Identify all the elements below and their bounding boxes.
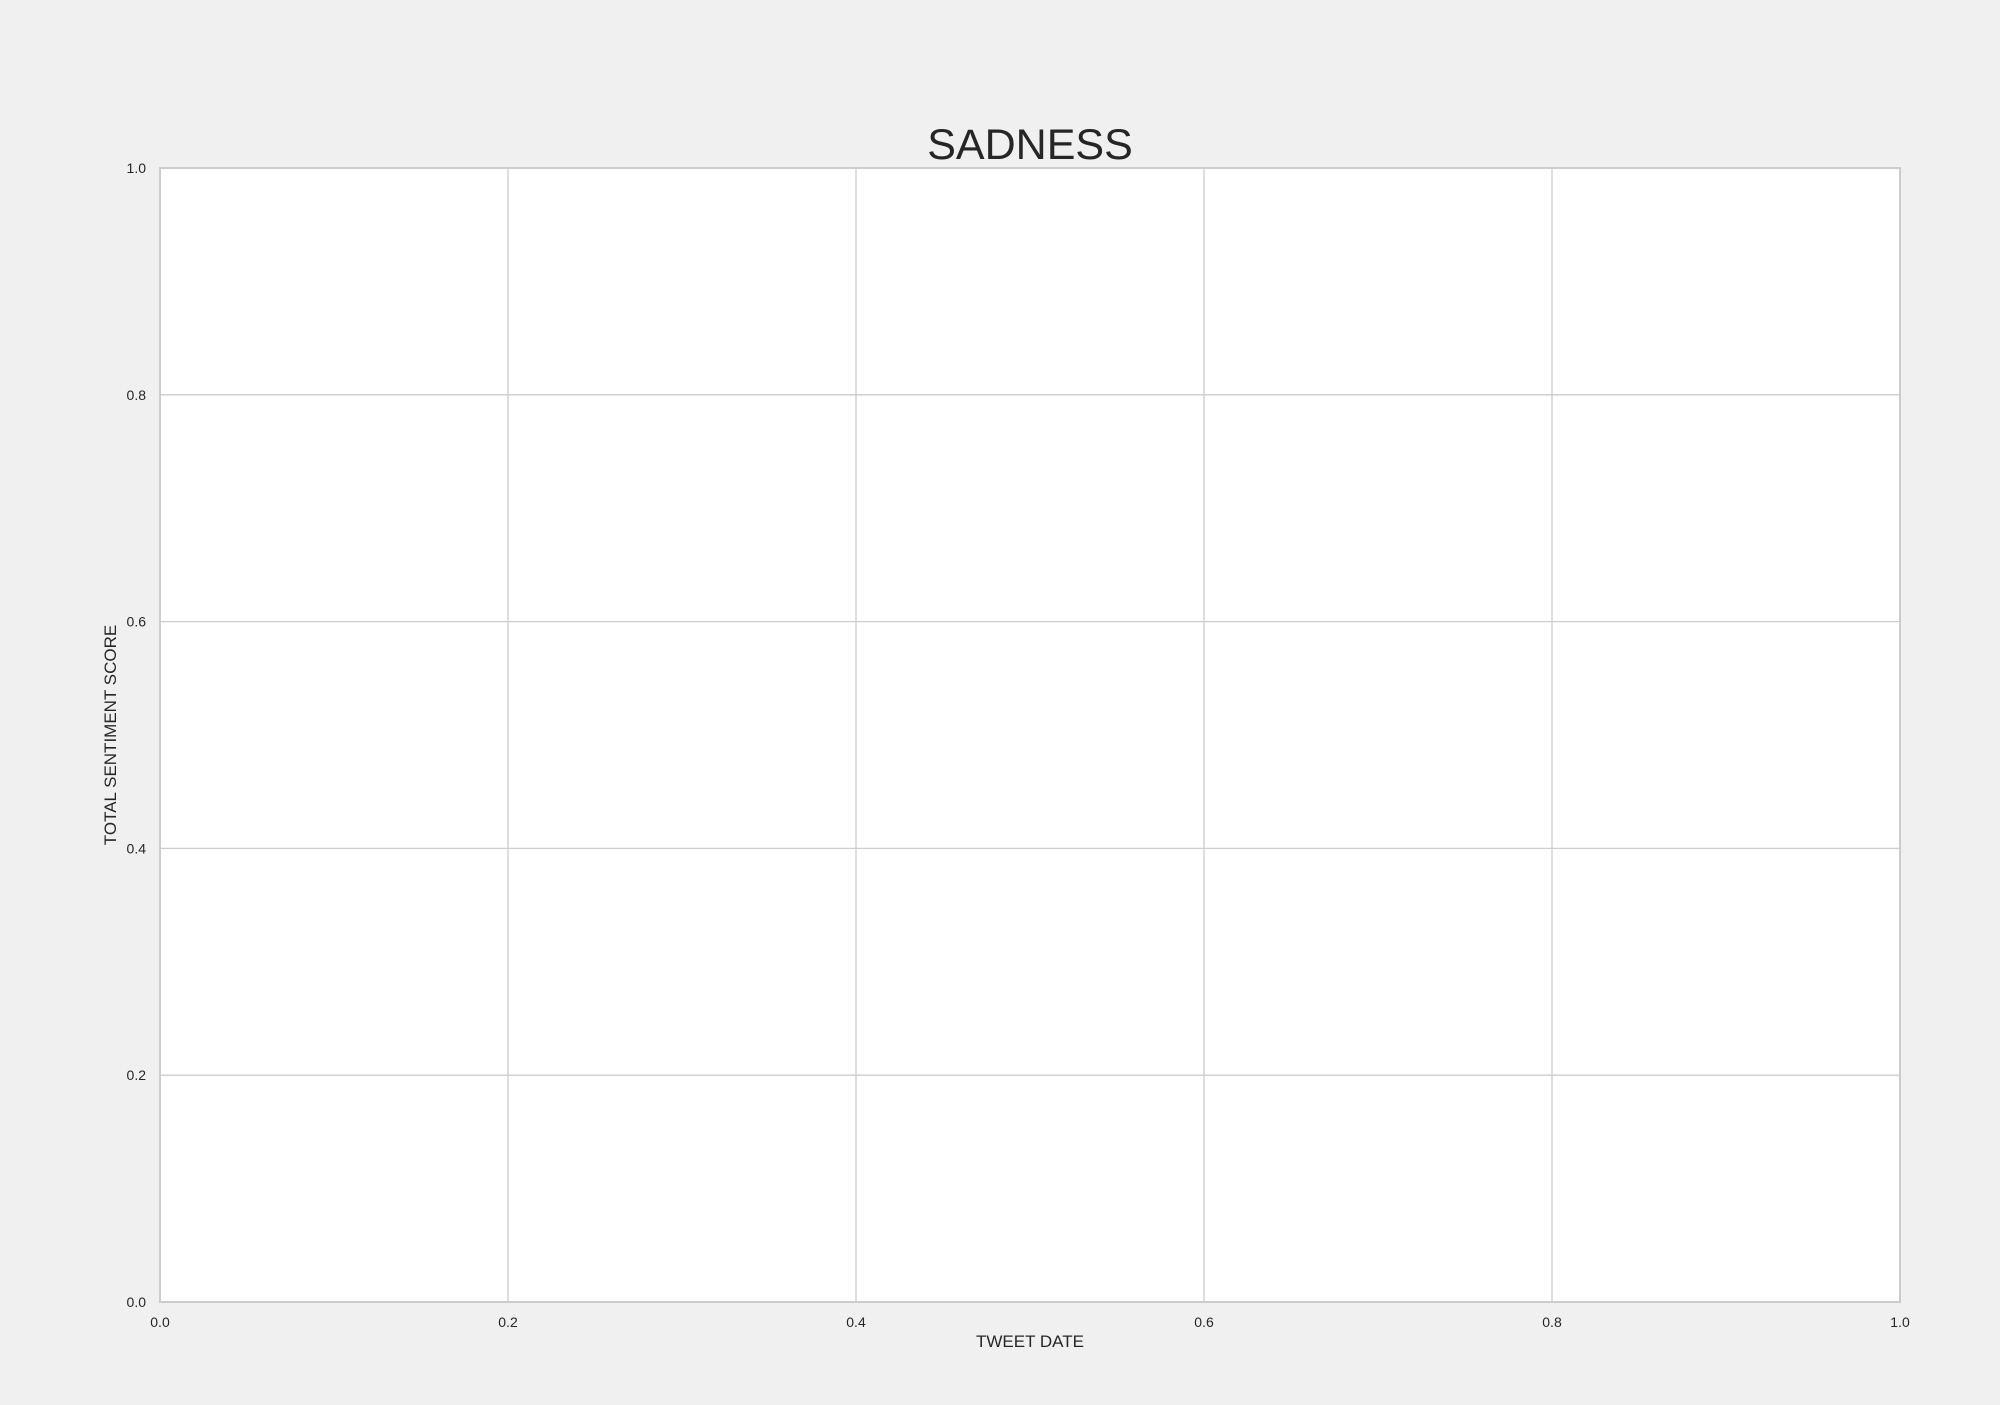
x-tick-label: 1.0 <box>1890 1314 1910 1330</box>
x-tick-label: 0.2 <box>498 1314 518 1330</box>
x-tick-label: 0.8 <box>1542 1314 1562 1330</box>
x-axis-label: TWEET DATE <box>976 1332 1084 1351</box>
y-tick-label: 0.8 <box>127 387 147 403</box>
x-tick-label: 0.6 <box>1194 1314 1214 1330</box>
y-tick-labels: 0.0 0.2 0.4 0.6 0.8 1.0 <box>127 160 147 1310</box>
y-grid-lines <box>160 394 1900 1076</box>
y-tick-label: 0.2 <box>127 1067 147 1083</box>
y-tick-label: 0.0 <box>127 1294 147 1310</box>
x-tick-labels: 0.0 0.2 0.4 0.6 0.8 1.0 <box>150 1314 1910 1330</box>
y-tick-label: 0.4 <box>127 840 147 856</box>
x-tick-label: 0.0 <box>150 1314 170 1330</box>
y-tick-label: 1.0 <box>127 160 147 176</box>
y-axis-label: TOTAL SENTIMENT SCORE <box>101 625 120 845</box>
x-grid-lines <box>507 168 1553 1302</box>
chart-title: SADNESS <box>927 121 1133 169</box>
y-tick-label: 0.6 <box>127 614 147 630</box>
x-tick-label: 0.4 <box>846 1314 866 1330</box>
plot-area <box>159 167 1901 1303</box>
